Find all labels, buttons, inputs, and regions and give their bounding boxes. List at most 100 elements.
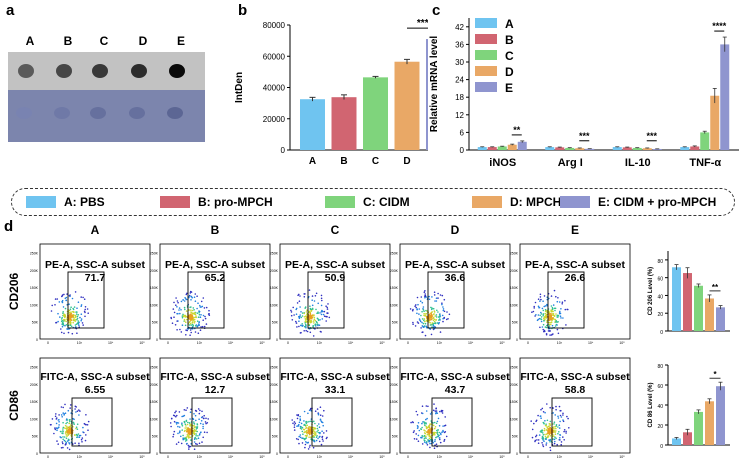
flow-event-dot: [326, 308, 329, 310]
chart-c-ytick-label: 42: [455, 23, 464, 32]
flow-event-dot: [66, 421, 68, 424]
flow-event-dot: [195, 324, 197, 327]
flow-event-dot: [313, 432, 315, 434]
panel-letter-b: b: [238, 2, 248, 19]
flow-event-dot: [566, 415, 568, 418]
flow-event-dot: [182, 313, 184, 316]
flow-event-dot: [65, 434, 67, 436]
flow-gate-percent: 50.9: [325, 272, 346, 284]
flow-plot-cd86-e: 0 50K 100K 150K 200K 250K 0 10³ 10⁴ 10⁵ FITC-A, SS…: [510, 357, 631, 459]
flow-event-dot: [178, 309, 180, 311]
flow-event-dot: [60, 318, 63, 320]
flow-xtick-label: 10³: [437, 455, 443, 459]
intden-bar-chart: 020000400006000080000IntDenABCDE***: [234, 18, 428, 167]
flow-event-dot: [201, 325, 204, 328]
flow-event-dot: [68, 309, 71, 312]
flow-event-dot: [193, 296, 196, 298]
flow-event-dot: [539, 415, 542, 418]
flow-event-dot: [443, 310, 446, 313]
flow-event-dot: [299, 436, 302, 439]
flow-event-dot: [56, 429, 58, 432]
legend-label-a: A: PBS: [64, 195, 105, 209]
flow-plot-frame: [399, 357, 511, 454]
flow-event-dot: [203, 414, 205, 417]
flow-event-dot: [186, 442, 188, 445]
flow-event-dot: [62, 432, 64, 435]
flow-event-dot: [551, 306, 554, 309]
chart-b-bar-c: [363, 77, 388, 150]
flow-event-dot: [178, 431, 181, 434]
flow-event-dot: [542, 300, 544, 302]
flow-event-dot: [181, 316, 184, 319]
flow-event-dot: [562, 419, 564, 421]
flow-event-dot: [556, 328, 559, 331]
flow-xtick-label: 0: [527, 341, 529, 345]
flow-gate-label: PE-A, SSC-A subset: [525, 259, 625, 271]
flow-event-dot: [311, 299, 314, 301]
flow-event-dot: [304, 424, 307, 426]
flow-event-dot: [441, 314, 444, 317]
flow-event-dot: [315, 439, 318, 442]
flow-gate-percent: 26.6: [565, 272, 586, 284]
flow-event-dot: [302, 433, 304, 435]
flow-event-dot: [544, 305, 547, 307]
flow-event-dot: [435, 318, 437, 321]
flow-event-dot: [532, 310, 535, 313]
flow-event-dot: [196, 423, 199, 426]
flow-event-dot: [544, 433, 546, 436]
chart-b-ylabel: IntDen: [234, 72, 245, 103]
flow-event-dot: [548, 432, 551, 435]
flow-event-dot: [553, 430, 555, 433]
flow-event-dot: [562, 420, 565, 423]
flow-event-dot: [559, 437, 561, 439]
flow-event-dot: [300, 324, 302, 327]
flow-event-dot: [305, 420, 307, 423]
flow-event-dot: [423, 319, 425, 322]
flow-event-dot: [432, 323, 434, 325]
flow-event-dot: [435, 411, 438, 414]
chart-c-legend-label-a: A: [505, 17, 514, 31]
flow-gate-label: PE-A, SSC-A subset: [45, 259, 145, 271]
flow-event-dot: [544, 308, 547, 311]
flow-ytick-label: 250K: [510, 252, 519, 256]
flow-event-dot: [175, 297, 177, 299]
flow-event-dot: [435, 297, 438, 299]
blot-spot-bottom-a: [16, 107, 32, 119]
flow-ytick-label: 250K: [150, 366, 159, 370]
flow-event-dot: [198, 418, 200, 420]
flow-event-dot: [422, 331, 424, 333]
flow-event-dot: [422, 421, 424, 423]
blot-spot-top-e: [169, 64, 185, 78]
flow-event-dot: [432, 326, 435, 328]
flow-event-dot: [554, 414, 556, 416]
flow-event-dot: [82, 296, 84, 299]
flow-event-dot: [81, 437, 84, 439]
flow-event-dot: [195, 419, 197, 422]
flow-event-dot: [80, 304, 83, 306]
flow-event-dot: [544, 420, 546, 422]
flow-event-dot: [325, 430, 328, 432]
flow-event-dot: [411, 421, 414, 423]
flow-ytick-label: 50K: [512, 435, 519, 439]
flow-event-dot: [84, 315, 86, 318]
flow-event-dot: [563, 430, 565, 433]
flow-event-dot: [431, 322, 434, 324]
flow-event-dot: [545, 326, 548, 329]
flow-event-dot: [424, 322, 427, 325]
flow-event-dot: [189, 424, 192, 427]
flow-event-dot: [193, 426, 196, 429]
flow-event-dot: [185, 420, 187, 423]
flow-event-dot: [540, 431, 543, 433]
legend-swatch-a: [26, 196, 56, 208]
flow-event-dot: [303, 410, 306, 413]
flow-event-dot: [49, 424, 52, 426]
flow-ytick-label: 150K: [270, 400, 279, 404]
flow-event-dot: [310, 438, 312, 440]
flow-event-dot: [319, 432, 321, 435]
flow-event-dot: [426, 427, 428, 430]
flow-event-dot: [421, 405, 424, 407]
flow-event-dot: [80, 438, 83, 441]
flow-event-dot: [556, 316, 558, 318]
chart-c-legend-label-b: B: [505, 33, 514, 47]
flow-event-dot: [182, 299, 185, 301]
